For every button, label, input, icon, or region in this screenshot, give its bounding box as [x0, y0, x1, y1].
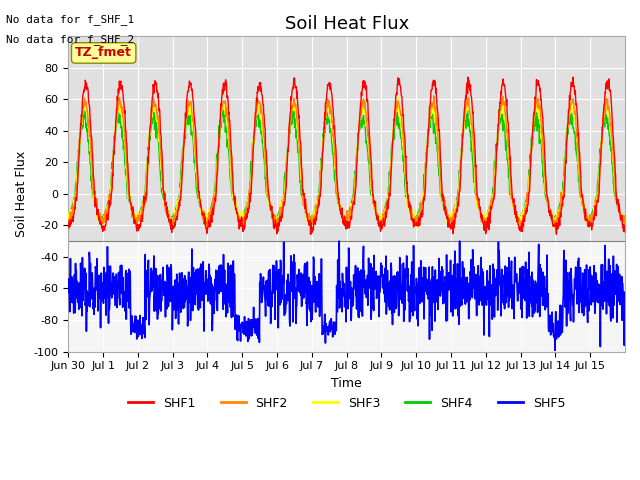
Text: No data for f_SHF_1: No data for f_SHF_1 [6, 14, 134, 25]
X-axis label: Time: Time [332, 377, 362, 390]
Y-axis label: Soil Heat Flux: Soil Heat Flux [15, 151, 28, 237]
Text: TZ_fmet: TZ_fmet [76, 47, 132, 60]
Bar [68, 241, 625, 351]
Legend: SHF1, SHF2, SHF3, SHF4, SHF5: SHF1, SHF2, SHF3, SHF4, SHF5 [123, 392, 570, 415]
Title: Soil Heat Flux: Soil Heat Flux [285, 15, 409, 33]
Text: No data for f_SHF_2: No data for f_SHF_2 [6, 34, 134, 45]
Bar [68, 36, 625, 241]
